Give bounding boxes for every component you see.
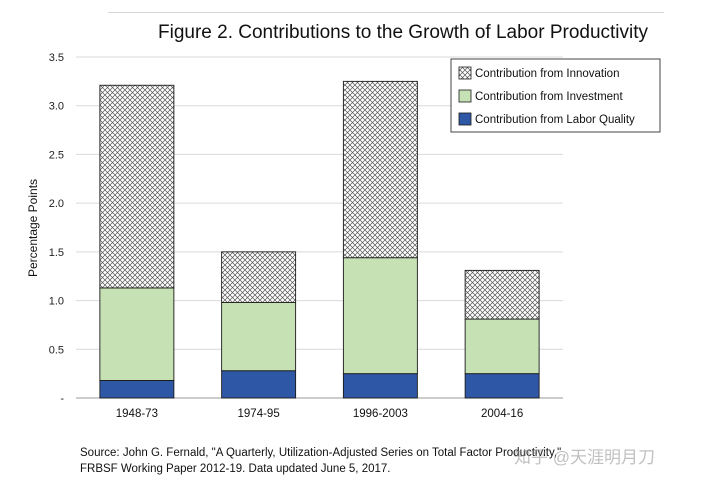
legend-box	[450, 58, 661, 133]
figure-title: Figure 2. Contributions to the Growth of…	[158, 22, 649, 43]
y-tick-label: 1.5	[49, 247, 64, 259]
bar-segment	[464, 269, 540, 320]
y-tick-label: 1.0	[49, 296, 64, 308]
legend-swatch	[458, 66, 472, 80]
bars	[99, 80, 540, 399]
bar-segment	[221, 302, 297, 372]
source-line-1: Source: John G. Fernald, "A Quarterly, U…	[80, 447, 562, 459]
bar-segment	[464, 373, 540, 399]
bar-segment	[221, 251, 297, 303]
bar-segment	[342, 257, 418, 375]
bar-segment	[464, 318, 540, 375]
y-tick-label: 3.0	[49, 101, 64, 113]
y-tick-label: 2.0	[49, 198, 64, 210]
legend-swatch	[458, 112, 472, 126]
y-axis-label: Percentage Points	[26, 179, 40, 277]
bar-segment	[99, 287, 175, 381]
y-tick-label: 0.5	[49, 344, 64, 356]
bar-segment	[99, 380, 175, 399]
source-line-2: FRBSF Working Paper 2012-19. Data update…	[80, 463, 391, 475]
legend-entry: Contribution from Investment	[475, 91, 623, 103]
legend-swatch	[458, 89, 472, 103]
y-tick-labels: - 0.5 1.0 1.5 2.0 2.5 3.0 3.5	[49, 52, 65, 405]
bar-segment	[221, 370, 297, 399]
x-tick-label: 1948-73	[116, 408, 158, 420]
bar-segment	[99, 84, 175, 289]
x-tick-label: 2004-16	[481, 408, 523, 420]
legend-entry: Contribution from Labor Quality	[475, 114, 635, 126]
legend-entry: Contribution from Innovation	[475, 68, 619, 80]
source-note: Source: John G. Fernald, "A Quarterly, U…	[80, 445, 680, 477]
y-tick-label: 2.5	[49, 149, 64, 161]
x-tick-labels: 1948-73 1974-95 1996-2003 2004-16	[116, 408, 523, 420]
legend: Contribution from Innovation Contribution…	[450, 58, 661, 133]
y-tick-label: -	[60, 393, 64, 405]
x-tick-label: 1974-95	[238, 408, 280, 420]
bar-segment	[342, 373, 418, 399]
watermark: 知乎 @天涯明月刀	[514, 448, 655, 467]
y-tick-label: 3.5	[49, 52, 64, 64]
x-tick-label: 1996-2003	[353, 408, 408, 420]
bar-segment	[342, 80, 418, 259]
top-rule	[108, 12, 664, 13]
